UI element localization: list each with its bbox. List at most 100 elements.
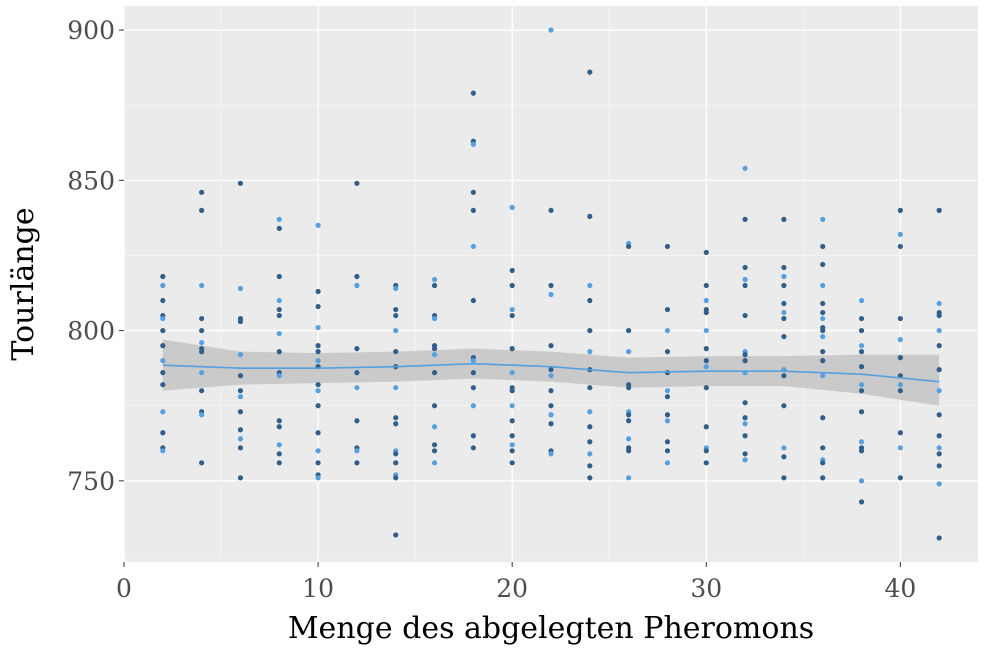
data-point [237, 394, 244, 400]
data-point [742, 358, 748, 364]
data-point [587, 475, 593, 481]
y-tick-label: 850 [67, 166, 115, 195]
data-point [354, 346, 360, 352]
data-point [199, 340, 205, 346]
data-point [548, 451, 554, 457]
data-point [703, 297, 709, 304]
data-point [664, 448, 671, 454]
data-point [897, 207, 903, 213]
data-point [470, 370, 476, 376]
data-point [936, 343, 942, 349]
data-point [781, 315, 787, 322]
data-point [160, 409, 166, 415]
data-point [393, 460, 399, 466]
data-point [276, 451, 282, 457]
data-point [587, 409, 593, 415]
data-point [858, 388, 865, 394]
data-point [160, 315, 166, 322]
data-point [237, 409, 244, 415]
data-point [393, 451, 399, 457]
data-point [626, 327, 632, 334]
data-point [237, 388, 244, 394]
data-point [393, 421, 399, 427]
data-point [897, 231, 903, 238]
data-point [393, 327, 399, 334]
data-point [781, 264, 787, 271]
data-point [276, 349, 282, 355]
data-point [393, 415, 399, 421]
y-axis-title: Tourlänge [6, 207, 41, 360]
data-point [548, 421, 554, 427]
data-point [431, 370, 438, 376]
data-point [820, 445, 826, 451]
data-point [587, 385, 593, 391]
data-point [626, 418, 632, 424]
data-point [587, 327, 593, 334]
data-point [858, 315, 865, 322]
data-point [626, 448, 632, 454]
data-point [742, 433, 748, 439]
data-point [199, 460, 205, 466]
data-point [858, 382, 865, 388]
data-point [897, 315, 903, 322]
data-point [858, 499, 865, 505]
data-point [858, 439, 865, 445]
data-point [276, 424, 282, 430]
data-point [548, 403, 554, 409]
data-point [742, 451, 748, 457]
axis-ticks [119, 29, 901, 567]
data-point [548, 282, 554, 289]
data-point [820, 327, 826, 334]
data-point [548, 343, 554, 349]
data-point [470, 189, 476, 195]
data-point [936, 312, 942, 319]
data-point [393, 312, 399, 319]
data-point [897, 243, 903, 250]
data-point [897, 445, 903, 451]
data-point [664, 388, 671, 394]
data-point [587, 439, 593, 445]
data-point [548, 367, 554, 373]
data-point [276, 312, 282, 319]
data-point [276, 297, 282, 304]
data-point [858, 349, 865, 355]
data-point [664, 412, 671, 418]
data-point [781, 273, 787, 280]
data-point [897, 337, 903, 343]
data-point [237, 352, 244, 358]
data-point [470, 243, 476, 250]
data-point [199, 388, 205, 394]
data-point [470, 445, 476, 451]
data-point [781, 216, 787, 222]
data-point [509, 204, 515, 210]
data-point [587, 213, 593, 219]
data-point [664, 439, 671, 445]
data-points [160, 27, 942, 541]
data-point [470, 385, 476, 391]
data-point [199, 189, 205, 195]
data-point [781, 373, 787, 379]
data-point [781, 445, 787, 451]
data-point [820, 309, 826, 316]
data-point [781, 300, 787, 307]
data-point [820, 358, 826, 364]
data-point [936, 463, 942, 469]
data-point [237, 373, 244, 379]
data-point [509, 346, 515, 352]
data-point [626, 243, 632, 250]
data-point [742, 282, 748, 289]
x-tick-label: 40 [884, 574, 916, 603]
data-point [858, 327, 865, 334]
data-point [936, 367, 942, 373]
data-point [897, 382, 903, 388]
data-point [431, 460, 438, 466]
data-point [781, 282, 787, 289]
data-point [626, 412, 632, 418]
smooth-line [162, 362, 940, 383]
data-point [936, 327, 942, 334]
data-point [820, 282, 826, 289]
data-point [315, 324, 321, 331]
data-point [936, 451, 942, 457]
data-point [237, 475, 244, 481]
